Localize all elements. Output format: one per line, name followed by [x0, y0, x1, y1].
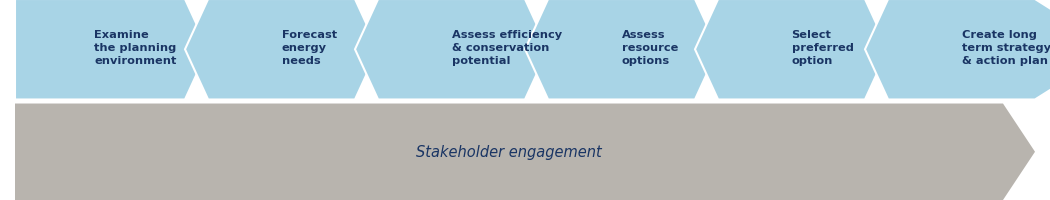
- Text: Assess
resource
options: Assess resource options: [622, 30, 678, 66]
- Polygon shape: [185, 0, 378, 100]
- Text: Assess efficiency
& conservation
potential: Assess efficiency & conservation potenti…: [452, 30, 562, 66]
- Polygon shape: [865, 0, 1050, 100]
- Text: Examine
the planning
environment: Examine the planning environment: [94, 30, 176, 66]
- Polygon shape: [15, 0, 208, 100]
- Polygon shape: [525, 0, 718, 100]
- Text: Select
preferred
option: Select preferred option: [792, 30, 854, 66]
- Text: Forecast
energy
needs: Forecast energy needs: [281, 30, 337, 66]
- Polygon shape: [15, 104, 1035, 200]
- Polygon shape: [695, 0, 888, 100]
- Text: Stakeholder engagement: Stakeholder engagement: [416, 145, 602, 159]
- Text: Create long
term strategy
& action plan: Create long term strategy & action plan: [962, 30, 1050, 66]
- Polygon shape: [355, 0, 548, 100]
